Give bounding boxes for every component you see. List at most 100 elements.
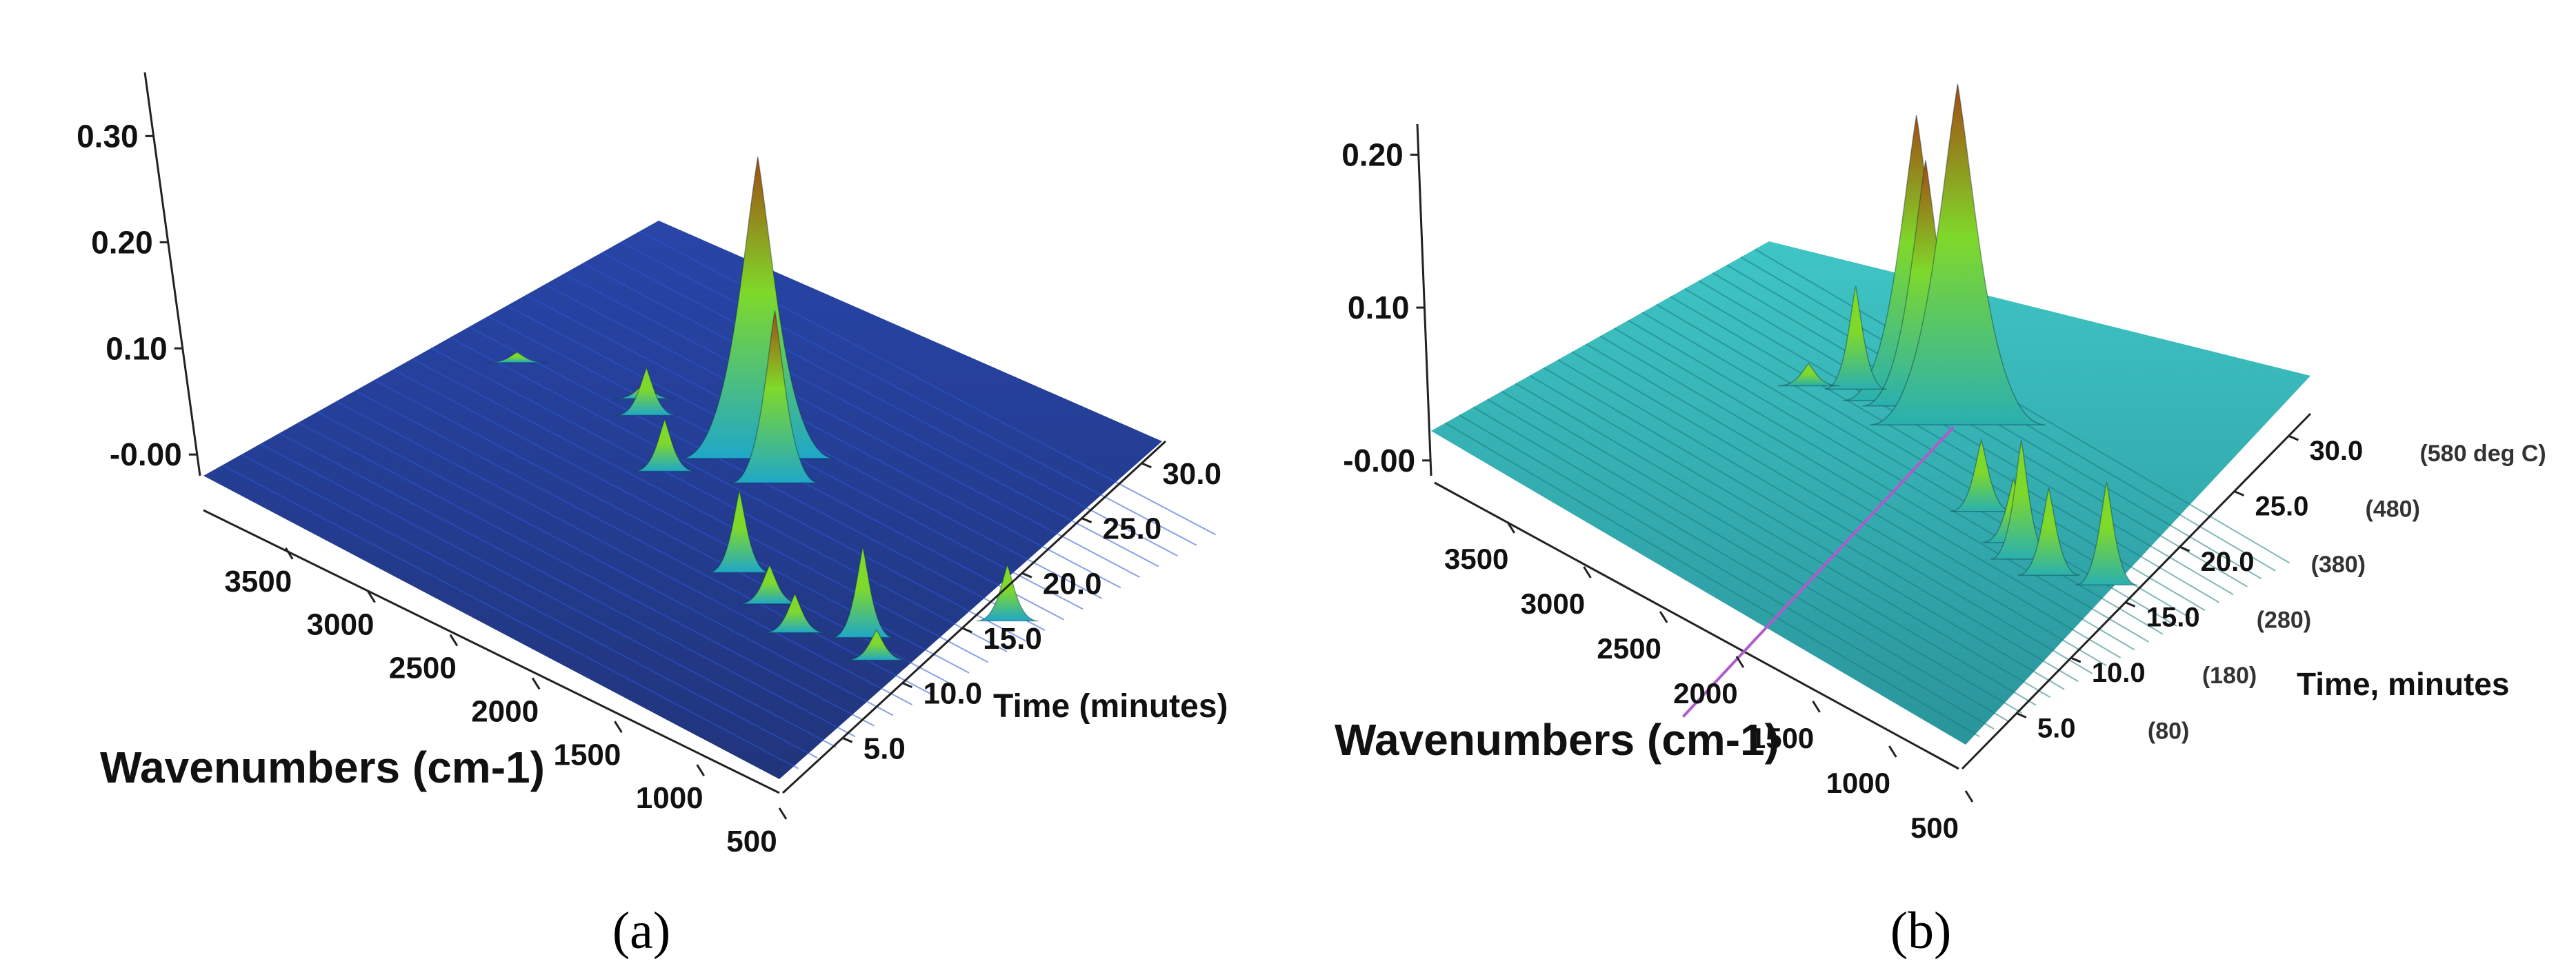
ridge-line [1472,406,2008,722]
ridge-line [412,358,988,663]
y-tick-mark [2016,712,2027,718]
panel-b-ridge-lines [1444,248,2290,738]
y-tick-mark [901,682,913,689]
x-tick-mark [367,590,376,603]
x-tick-label: 1000 [636,781,703,815]
x-tick-mark [696,764,705,776]
temperature-label: (480) [2366,496,2420,523]
spectrum-peak [2017,487,2080,576]
z-tick-label: -0.00 [110,436,182,472]
panel-b-label: (b) [1890,902,1952,960]
x-tick-mark [531,677,541,690]
x-tick-label: 1500 [553,738,621,772]
ridge-line [430,348,1008,652]
spectrum-peak [763,592,826,634]
ridge-line [1529,374,2065,690]
ridge-line [1712,272,2248,587]
x-tick-label: 3000 [1521,587,1585,620]
ridge-line [450,336,1026,642]
x-tick-label: 1500 [1750,722,1814,754]
y-tick-mark [2233,490,2245,497]
ridge-line [1586,343,2121,658]
y-tick-label: 5.0 [2037,714,2076,744]
ridge-line [1613,328,2149,643]
ridge-line [1444,422,1980,738]
y-tick-label: 20.0 [2201,547,2255,577]
x-tick-label: 3000 [307,608,375,642]
y-tick-label: 30.0 [2309,436,2363,466]
x-tick-label: 3500 [1444,543,1508,575]
x-tick-mark [1735,656,1745,668]
z-tick-label: 0.10 [1348,290,1410,325]
ridge-line [1459,414,1995,729]
spectrum-peak [739,563,801,605]
y-tick-mark [1021,572,1032,578]
ridge-line [279,432,856,738]
temperature-label: (280) [2257,607,2311,634]
panel-a-peaks [486,157,1039,661]
x-tick-mark [1964,790,1974,803]
panel-b-x-axis-title: Wavenumbers (cm-1) [1335,715,1779,765]
panel-a-y-axis-title: Time (minutes) [993,688,1228,725]
ridge-line [260,443,837,748]
panel-a-label: (a) [612,902,670,960]
y-tick-mark [2070,656,2081,663]
panel-a-x-axis [203,509,780,794]
ridge-line [298,422,875,727]
panel-a-chart: -0.00 0.10 0.20 0.30 3500 3000 2500 2000 1500 10… [77,72,1228,960]
panel-b-peaks [1777,83,2138,586]
panel-b-chart: -0.00 0.10 0.20 3500 3000 2500 2000 1500 1000 50… [1335,83,2546,960]
y-tick-label: 15.0 [2146,603,2200,633]
ridge-line [1755,248,2290,564]
y-tick-mark [1081,517,1092,523]
z-tick-label: 0.30 [77,118,139,154]
ridge-line [1698,280,2234,596]
spectrum-peak [976,563,1039,622]
x-tick-mark [1506,521,1515,534]
x-tick-label: 2000 [471,694,539,728]
ridge-line [222,464,799,769]
x-tick-mark [1888,745,1897,758]
ridge-line [336,401,912,705]
ridge-line [1515,383,2051,698]
panel-a-z-axis [143,72,201,476]
spectrum-peak [680,157,835,459]
x-tick-label: 500 [1910,812,1959,844]
spectrum-peak [1777,363,1840,387]
z-tick-label: 0.20 [91,224,153,260]
x-tick-mark [1583,566,1592,578]
panel-b-z-axis [1416,123,1432,476]
ridge-line [1599,335,2135,651]
y-tick-mark [2125,601,2136,607]
x-tick-label: 1000 [1826,767,1890,799]
y-tick-label: 10.0 [923,677,982,711]
x-tick-mark [1812,701,1821,713]
y-tick-label: 10.0 [2092,658,2146,688]
ridge-line [1543,367,2079,683]
spectrum-peak [708,490,771,574]
spectrum-peak [1870,83,2046,425]
ridge-line [317,411,894,716]
ridge-line [582,262,1159,567]
temperature-label: (180) [2202,663,2257,689]
ridge-line [1628,319,2164,635]
spectrum-peak [615,366,678,416]
ridge-line [544,283,1121,589]
y-tick-mark [842,736,853,743]
panel-b-x-axis [1434,481,1959,770]
y-tick-label: 5.0 [863,732,906,765]
ridge-line [601,252,1178,557]
x-tick-mark [778,807,788,820]
y-tick-mark [2288,434,2299,441]
x-tick-mark [449,634,459,647]
spectrum-peak [1950,438,2013,512]
x-tick-label: 2500 [1597,632,1661,665]
y-tick-label: 25.0 [2255,492,2309,522]
ridge-line [1557,359,2093,674]
panel-a-floor [203,221,1162,779]
spectrum-peak [1824,285,1887,390]
y-tick-label: 25.0 [1103,512,1162,546]
panel-a-y-axis [781,440,1167,794]
ridge-line [1684,288,2220,603]
